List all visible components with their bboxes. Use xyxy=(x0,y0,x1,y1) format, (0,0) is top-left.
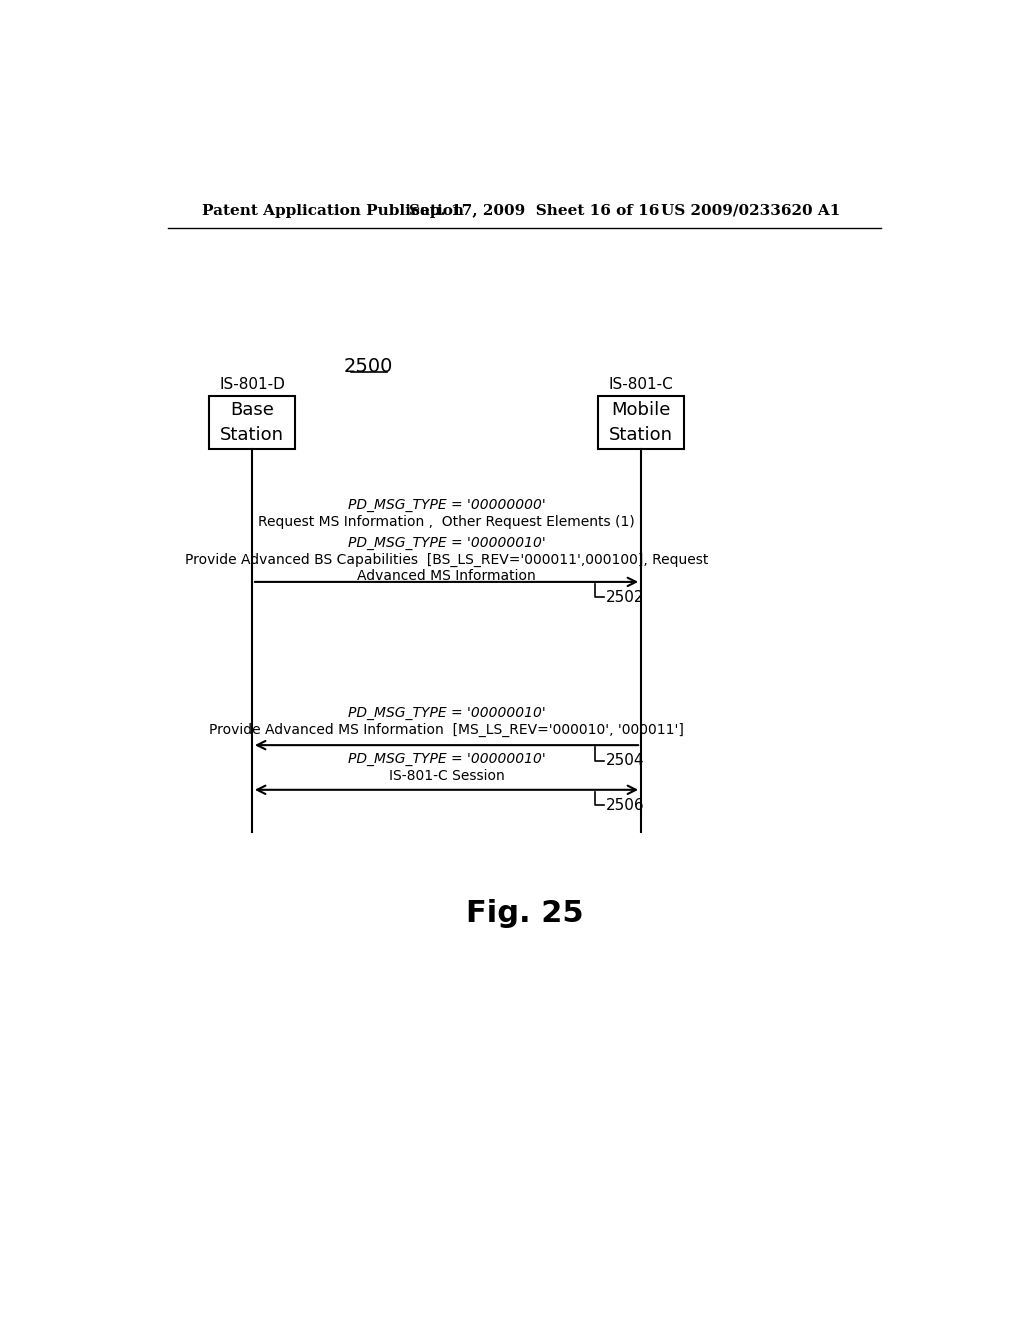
Text: US 2009/0233620 A1: US 2009/0233620 A1 xyxy=(662,203,841,218)
Bar xyxy=(598,396,684,449)
Text: PD_MSG_TYPE = '00000010': PD_MSG_TYPE = '00000010' xyxy=(348,536,546,550)
Text: Sep. 17, 2009  Sheet 16 of 16: Sep. 17, 2009 Sheet 16 of 16 xyxy=(409,203,658,218)
Text: PD_MSG_TYPE = '00000010': PD_MSG_TYPE = '00000010' xyxy=(348,706,546,719)
Text: Provide Advanced MS Information  [MS_LS_REV='000010', '000011']: Provide Advanced MS Information [MS_LS_R… xyxy=(209,722,684,737)
Text: Request MS Information ,  Other Request Elements (1): Request MS Information , Other Request E… xyxy=(258,515,635,529)
Text: IS-801-C: IS-801-C xyxy=(608,376,674,392)
Text: 2504: 2504 xyxy=(605,752,644,768)
Text: 2506: 2506 xyxy=(605,797,644,813)
Text: Patent Application Publication: Patent Application Publication xyxy=(202,203,464,218)
Text: IS-801-C Session: IS-801-C Session xyxy=(389,770,505,783)
Text: Advanced MS Information: Advanced MS Information xyxy=(357,569,536,582)
Text: PD_MSG_TYPE = '00000000': PD_MSG_TYPE = '00000000' xyxy=(348,498,546,512)
Text: 2500: 2500 xyxy=(344,356,393,376)
Text: PD_MSG_TYPE = '00000010': PD_MSG_TYPE = '00000010' xyxy=(348,752,546,766)
Text: Mobile
Station: Mobile Station xyxy=(609,401,673,444)
Text: Fig. 25: Fig. 25 xyxy=(466,899,584,928)
Text: 2502: 2502 xyxy=(605,590,644,605)
Text: Provide Advanced BS Capabilities  [BS_LS_REV='000011',000100], Request: Provide Advanced BS Capabilities [BS_LS_… xyxy=(185,553,709,568)
Text: Base
Station: Base Station xyxy=(220,401,284,444)
Bar xyxy=(209,396,295,449)
Text: IS-801-D: IS-801-D xyxy=(219,376,285,392)
